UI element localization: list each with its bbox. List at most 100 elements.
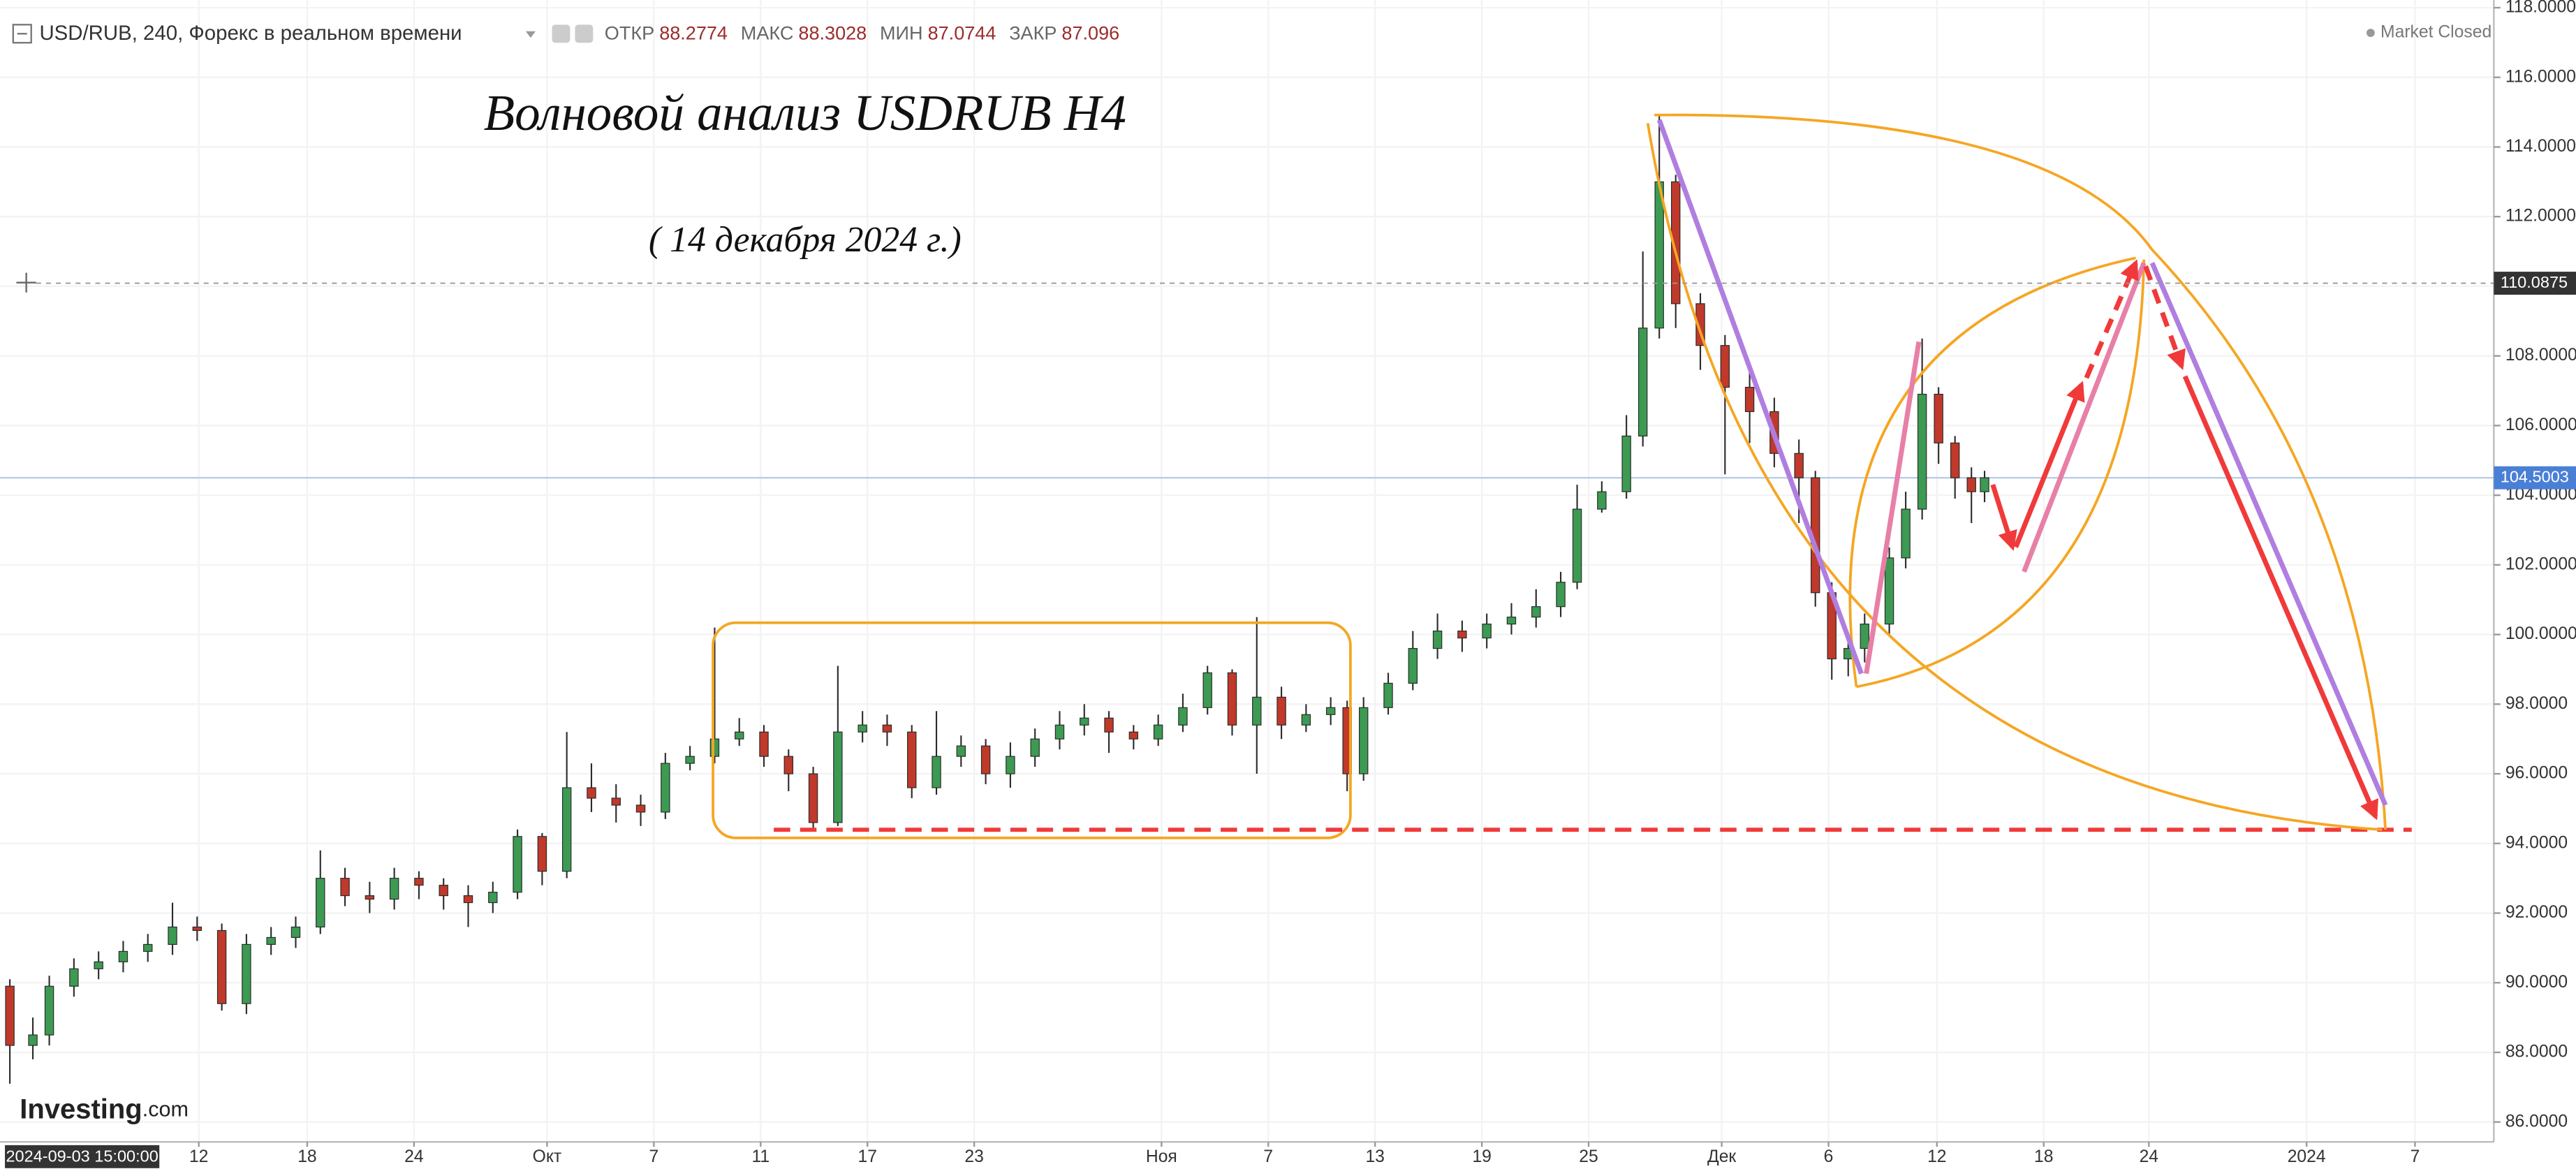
candle-body xyxy=(1202,672,1212,708)
candle-body xyxy=(635,804,646,813)
candle-body xyxy=(365,895,375,900)
candle-body xyxy=(242,943,251,1004)
wave-line xyxy=(1864,341,1922,675)
x-tick-label: 25 xyxy=(1579,1147,1598,1166)
x-tick-label: 24 xyxy=(2140,1147,2158,1166)
y-tick-label: 108.0000 xyxy=(2505,346,2576,365)
x-tick-label: 19 xyxy=(1472,1147,1491,1166)
candle-body xyxy=(1917,393,1927,510)
forecast-arrow xyxy=(2084,259,2139,379)
candle-body xyxy=(735,731,744,740)
ohlc-value: 88.3028 xyxy=(798,23,867,44)
candle-body xyxy=(980,745,991,774)
y-tick-label: 118.0000 xyxy=(2505,0,2576,17)
candle-body xyxy=(956,745,966,757)
candle-body xyxy=(1383,682,1393,708)
candle-body xyxy=(1432,631,1443,649)
forecast-arrow xyxy=(2143,265,2186,370)
candle-body xyxy=(192,926,203,932)
candle-body xyxy=(94,961,103,969)
y-tick-label: 98.0000 xyxy=(2505,694,2568,713)
candle-body xyxy=(1901,508,1911,559)
settings-icon[interactable] xyxy=(552,24,571,43)
candle-body xyxy=(1482,624,1492,639)
candle-body xyxy=(439,885,448,897)
candle-body xyxy=(340,878,350,897)
y-tick-label: 102.0000 xyxy=(2505,554,2576,573)
ohlc-key: ОТКР xyxy=(605,23,654,44)
dropdown-icon[interactable] xyxy=(525,31,536,38)
ohlc-key: ЗАКР xyxy=(1009,23,1057,44)
cursor-time: 2024-09-03 15:00:00 xyxy=(6,1147,158,1166)
x-tick-label: 24 xyxy=(404,1147,423,1166)
y-tick-label: 106.0000 xyxy=(2505,416,2576,434)
candle-body xyxy=(1054,724,1065,740)
candle-body xyxy=(1884,557,1894,625)
candle-body xyxy=(1301,714,1311,726)
candle-body xyxy=(513,836,522,893)
y-tick-label: 92.0000 xyxy=(2505,903,2568,922)
x-tick-label: 17 xyxy=(858,1147,876,1166)
candle-body xyxy=(1178,707,1188,726)
y-tick-label: 114.0000 xyxy=(2505,137,2576,156)
y-tick-label: 94.0000 xyxy=(2505,833,2568,852)
wave-line xyxy=(1656,119,1864,675)
x-tick-label: 18 xyxy=(297,1147,316,1166)
candle-body xyxy=(216,929,227,1004)
candle-body xyxy=(1637,328,1648,436)
logo-domain: .com xyxy=(142,1098,189,1122)
symbol-title: USD/RUB, 240, Форекс в реальном времени xyxy=(39,22,462,45)
x-tick-label: 23 xyxy=(964,1147,983,1166)
candle-body xyxy=(1153,724,1163,740)
x-tick-label: 12 xyxy=(1927,1147,1946,1166)
candle-body xyxy=(833,731,843,823)
candle-body xyxy=(587,787,596,799)
y-axis: 86.0000 88.0000 90.0000 92.0000 94.0000 96.00… xyxy=(2494,0,2576,1131)
candle-body xyxy=(1744,386,1755,413)
candle-body xyxy=(1572,508,1582,583)
ohlc-value: 87.096 xyxy=(1061,23,1119,44)
last-price-box xyxy=(2494,466,2576,490)
last-price: 104.5003 xyxy=(2501,467,2569,485)
x-tick-label: 7 xyxy=(649,1147,658,1166)
candle-body xyxy=(1966,477,1976,492)
candle-body xyxy=(1325,707,1336,715)
candle-body xyxy=(932,756,941,788)
candle-body xyxy=(290,926,301,939)
x-tick-label: Окт xyxy=(533,1147,562,1166)
candle-body xyxy=(316,878,325,928)
candle-body xyxy=(143,943,153,952)
candle-body xyxy=(661,763,670,813)
candle-body xyxy=(1457,631,1467,639)
candle-body xyxy=(1794,453,1804,478)
analysis-title: Волновой анализ USDRUB H4 xyxy=(484,84,1126,141)
range-box xyxy=(712,621,1352,839)
y-tick-label: 88.0000 xyxy=(2505,1043,2568,1061)
candle-body xyxy=(1950,442,1960,478)
candle-body xyxy=(1080,717,1089,726)
candle-body xyxy=(1006,756,1015,774)
x-tick-label: 6 xyxy=(1824,1147,1834,1166)
candles xyxy=(5,115,1989,1084)
close-icon[interactable] xyxy=(575,24,594,43)
inner-arc xyxy=(1848,256,2136,687)
candle-body xyxy=(389,878,399,900)
ohlc-value: 87.0744 xyxy=(928,23,996,44)
annotations xyxy=(712,113,2412,839)
x-tick-label: 12 xyxy=(189,1147,208,1166)
candle-body xyxy=(1506,617,1517,625)
candle-body xyxy=(488,892,498,904)
candle-body xyxy=(266,936,276,945)
outer-arc xyxy=(1654,113,2387,830)
x-tick-label: Ноя xyxy=(1146,1147,1177,1166)
x-tick-label: 7 xyxy=(2411,1147,2420,1166)
cursor-time-box xyxy=(5,1145,160,1168)
crosshair: 2024-09-03 15:00:00 110.0875 xyxy=(5,272,2576,1168)
collapse-icon[interactable] xyxy=(12,24,32,44)
x-tick-label: 2024 xyxy=(2288,1147,2326,1166)
candle-body xyxy=(1720,345,1730,388)
candle-body xyxy=(808,773,818,823)
